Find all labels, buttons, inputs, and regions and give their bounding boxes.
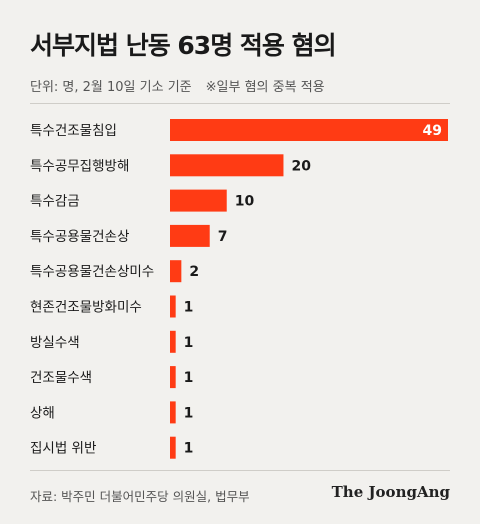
category-label: 특수공용물건손상미수 [30, 264, 154, 280]
chart-title: 서부지법 난동 63명 적용 혐의 [30, 31, 337, 60]
category-label: 건조물수색 [30, 370, 92, 386]
bar [170, 119, 448, 141]
duplicate-note: ※일부 혐의 중복 적용 [205, 80, 325, 95]
source-note: 자료: 박주민 더불어민주당 의원실, 법무부 [30, 489, 250, 504]
value-label: 1 [184, 405, 194, 421]
bar [170, 436, 176, 459]
value-label: 1 [184, 441, 194, 457]
value-label: 20 [291, 158, 311, 174]
bar [170, 224, 210, 247]
bar-chart: 특수건조물침입 49 특수공무집행방해 20 특수감금 10 특수공용물건손상 7 특수공용물건… [30, 119, 448, 459]
bar [170, 189, 227, 212]
bar [170, 154, 284, 177]
bar [170, 295, 176, 318]
value-label: 1 [184, 335, 194, 351]
publisher-logo: The JoongAng [331, 483, 450, 501]
category-label: 현존건조물방화미수 [30, 300, 142, 316]
bar [170, 366, 176, 389]
bar [170, 260, 182, 283]
category-label: 집시법 위반 [30, 441, 96, 457]
value-label: 49 [423, 123, 442, 139]
top-divider [30, 103, 450, 104]
category-label: 특수감금 [30, 194, 80, 210]
category-label: 특수건조물침입 [30, 123, 117, 139]
chart-subtitle: 단위: 명, 2월 10일 기소 기준 ※일부 혐의 중복 적용 [30, 76, 325, 95]
value-label: 7 [218, 229, 228, 245]
value-label: 2 [189, 264, 199, 280]
bottom-divider [30, 470, 450, 471]
value-label: 10 [235, 194, 255, 210]
category-label: 특수공무집행방해 [30, 158, 129, 174]
category-label: 특수공용물건손상 [30, 229, 129, 245]
category-label: 상해 [30, 405, 55, 421]
category-label: 방실수색 [30, 335, 80, 351]
unit-label: 단위: 명, 2월 10일 기소 기준 [30, 80, 192, 95]
value-label: 1 [184, 300, 194, 316]
bar [170, 330, 176, 353]
bar [170, 401, 176, 424]
value-label: 1 [184, 370, 194, 386]
